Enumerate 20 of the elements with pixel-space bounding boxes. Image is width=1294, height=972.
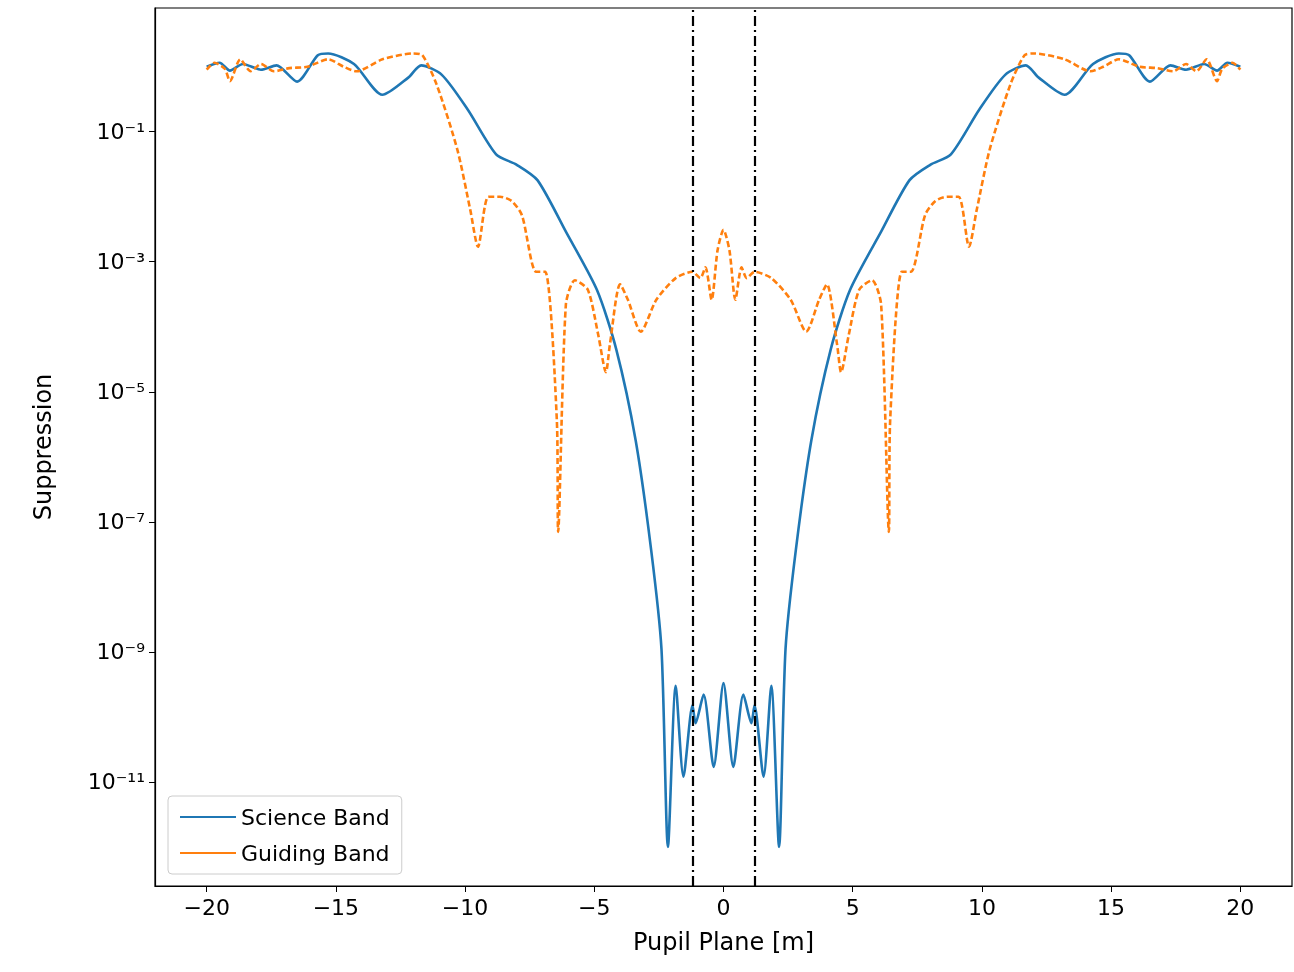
y-tick-label: 10⁻⁷ bbox=[96, 509, 145, 535]
x-tick-label: 5 bbox=[845, 894, 860, 920]
x-tick-label: 15 bbox=[1097, 894, 1126, 920]
y-tick-label: 10⁻¹¹ bbox=[87, 769, 145, 795]
line-series bbox=[205, 52, 1242, 534]
x-axis-title: Pupil Plane [m] bbox=[632, 928, 815, 956]
x-tick-label: −20 bbox=[183, 894, 230, 920]
x-tick-label: −5 bbox=[578, 894, 611, 920]
x-tick-label: 20 bbox=[1226, 894, 1255, 920]
x-tick-label: 0 bbox=[716, 894, 731, 920]
legend-label: Science Band bbox=[241, 804, 390, 830]
x-tick-label: −15 bbox=[312, 894, 360, 920]
x-tick-label: −10 bbox=[441, 894, 489, 920]
y-axis-title: Suppression bbox=[29, 373, 57, 521]
y-tick-label: 10⁻⁹ bbox=[96, 639, 145, 665]
y-tick-label: 10⁻³ bbox=[96, 249, 145, 275]
y-tick-label: 10⁻¹ bbox=[96, 119, 145, 145]
legend-label: Guiding Band bbox=[241, 840, 390, 866]
x-tick-label: 10 bbox=[967, 894, 996, 920]
y-tick-label: 10⁻⁵ bbox=[96, 379, 145, 405]
